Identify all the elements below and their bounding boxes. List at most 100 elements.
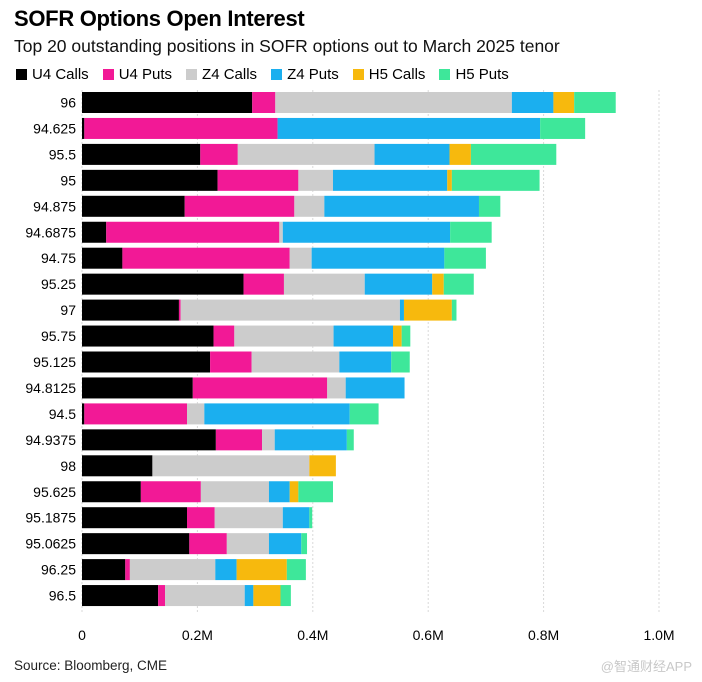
bar-segment (82, 247, 123, 269)
legend-label: U4 Calls (32, 66, 89, 83)
bar-segment (289, 481, 299, 503)
bar-segment (268, 533, 302, 555)
bar-segment (82, 169, 218, 191)
bar-segment (311, 247, 445, 269)
bar-segment (349, 403, 379, 425)
bar-chart: 0 0.2M 0.4M 0.6M 0.8M 1.0M 96 94.625 95.5 95 94.87… (25, 90, 675, 643)
legend-label: Z4 Calls (202, 66, 258, 83)
chart-title: SOFR Options Open Interest (14, 6, 305, 31)
bar-segment (282, 507, 310, 529)
bar-segment (262, 429, 275, 451)
bar-segment (399, 299, 404, 321)
bar-segment (444, 247, 486, 269)
bar-segment (277, 117, 541, 139)
category-label: 94.625 (33, 120, 76, 136)
bar-segment (447, 169, 452, 191)
bar-segment (274, 429, 347, 451)
bar-segment (243, 273, 284, 295)
bar-segment (187, 507, 215, 529)
bar-segment (217, 169, 299, 191)
bar-segment (345, 377, 405, 399)
bar-segment (82, 351, 211, 373)
chart-subtitle: Top 20 outstanding positions in SOFR opt… (14, 36, 560, 56)
x-tick-label: 0.4M (297, 627, 328, 643)
legend-item: U4 Calls (16, 66, 89, 83)
bar-segment (178, 299, 181, 321)
bar-segment (200, 481, 269, 503)
category-label: 95.1875 (25, 510, 76, 526)
category-label: 95.5 (49, 146, 76, 162)
bar-segment (282, 221, 451, 243)
bar-segment (332, 169, 448, 191)
bar-segment (82, 195, 185, 217)
category-label: 96 (60, 95, 76, 111)
bar-segment (82, 143, 201, 165)
category-label: 95.625 (33, 484, 76, 500)
bar-segment (391, 351, 410, 373)
bar-segment (553, 92, 575, 113)
bar-segment (236, 559, 287, 581)
bar-segment (82, 403, 85, 425)
bar-segment (106, 221, 280, 243)
bar-segment (158, 585, 166, 607)
watermark: @智通财经APP (600, 659, 692, 674)
legend-item: H5 Puts (439, 66, 509, 83)
bar-segment (125, 559, 130, 581)
bar-segment (301, 533, 308, 555)
bar-segment (187, 403, 205, 425)
bar-segment (213, 325, 235, 347)
category-label: 95.75 (41, 328, 76, 344)
bar-segment (451, 299, 457, 321)
category-label: 96.25 (41, 562, 76, 578)
legend-item: Z4 Puts (271, 66, 339, 83)
legend-item: H5 Calls (352, 66, 425, 83)
legend-item: Z4 Calls (186, 66, 257, 83)
chart-legend: U4 Calls U4 Puts Z4 Calls Z4 Puts H5 Calls H5… (16, 66, 509, 83)
bar-segment (283, 273, 365, 295)
x-tick-label: 0.2M (182, 627, 213, 643)
bar-segment (204, 403, 350, 425)
category-label: 95.125 (33, 354, 76, 370)
bar-segment (165, 585, 245, 607)
category-label: 95.0625 (25, 536, 76, 552)
legend-swatch (439, 69, 451, 80)
source-note: Source: Bloomberg, CME (14, 658, 168, 673)
bar-segment (82, 429, 216, 451)
bar-segment (82, 559, 126, 581)
category-label: 94.8125 (25, 380, 76, 396)
category-label: 94.5 (49, 406, 76, 422)
bar-segment (280, 585, 291, 607)
bar-segment (364, 273, 433, 295)
bar-segment (294, 195, 325, 217)
bar-segment (252, 92, 276, 113)
category-label: 95 (60, 172, 76, 188)
bar-segment (237, 143, 375, 165)
legend-swatch (102, 69, 114, 80)
bar-segment (84, 403, 188, 425)
bar-segment (286, 559, 306, 581)
bar-segment (82, 273, 244, 295)
bar-segment (324, 195, 479, 217)
category-label: 97 (60, 302, 76, 318)
legend-label: U4 Puts (118, 66, 173, 83)
legend-swatch (352, 69, 364, 80)
x-tick-label: 1.0M (643, 627, 674, 643)
bar-segment (268, 481, 290, 503)
bar-segment (478, 195, 501, 217)
bar-segment (339, 351, 392, 373)
bar-segment (251, 351, 340, 373)
legend-swatch (186, 69, 198, 80)
category-label: 98 (60, 458, 76, 474)
bar-segment (215, 429, 263, 451)
bar-segment (289, 247, 312, 269)
category-label: 94.6875 (25, 224, 76, 240)
bar-segment (152, 455, 310, 477)
bar-segment (253, 585, 281, 607)
bar-segment (393, 325, 402, 347)
bar-segment (309, 507, 313, 529)
bar-segment (82, 117, 85, 139)
bar-segment (129, 559, 216, 581)
bar-segment (279, 221, 283, 243)
bar-segment (470, 143, 557, 165)
bar-segment (309, 455, 336, 477)
